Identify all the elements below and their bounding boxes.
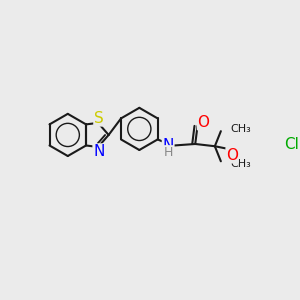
Text: Cl: Cl [284,137,299,152]
Text: CH₃: CH₃ [230,159,250,169]
Text: S: S [94,111,104,126]
Text: H: H [164,146,173,159]
Text: O: O [226,148,238,163]
Text: CH₃: CH₃ [230,124,250,134]
Text: O: O [197,115,209,130]
Text: N: N [162,138,174,153]
Text: N: N [93,144,104,159]
